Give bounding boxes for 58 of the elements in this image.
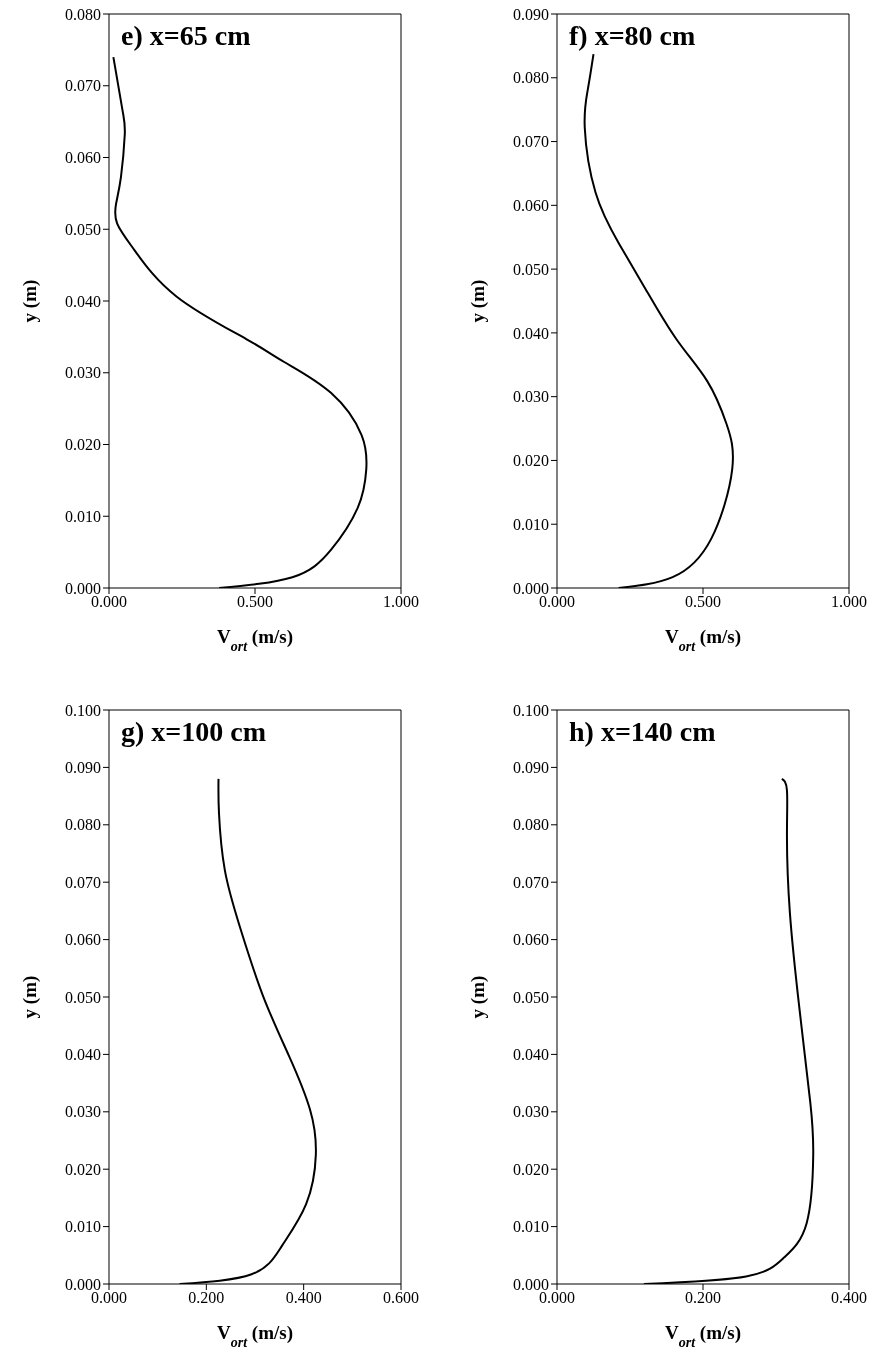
y-tick-label: 0.020 xyxy=(513,1160,549,1178)
x-tick-label: 0.400 xyxy=(285,1289,322,1307)
x-tick-label: 0.500 xyxy=(237,593,273,611)
y-tick-label: 0.040 xyxy=(513,324,549,342)
y-tick-label: 0.050 xyxy=(513,260,549,278)
y-tick-label: 0.050 xyxy=(65,220,101,238)
chart-title: f) x=80 cm xyxy=(569,20,696,52)
x-axis-title: V$_{ort}$ (m/s) xyxy=(217,1322,293,1350)
chart-title: h) x=140 cm xyxy=(569,716,716,748)
y-tick-label: 0.030 xyxy=(513,388,549,406)
y-tick-label: 0.070 xyxy=(513,873,549,891)
y-tick-label: 0.060 xyxy=(65,149,101,167)
y-tick-label: 0.010 xyxy=(65,507,101,525)
y-tick-label: 0.080 xyxy=(65,5,101,23)
y-tick-label: 0.090 xyxy=(513,5,549,23)
y-tick-label: 0.100 xyxy=(65,701,101,719)
x-axis-title: V$_{ort}$ (m/s) xyxy=(217,626,293,654)
y-tick-label: 0.080 xyxy=(65,816,101,834)
x-tick-label: 0.400 xyxy=(831,1289,867,1307)
y-tick-label: 0.030 xyxy=(513,1103,549,1121)
y-tick-label: 0.030 xyxy=(65,1103,101,1121)
y-tick-label: 0.050 xyxy=(513,988,549,1006)
y-tick-label: 0.040 xyxy=(65,292,101,310)
y-tick-label: 0.040 xyxy=(65,1046,101,1064)
y-axis-title: y (m) xyxy=(467,279,489,323)
y-tick-label: 0.090 xyxy=(513,759,549,777)
y-tick-label: 0.080 xyxy=(513,69,549,87)
y-tick-label: 0.060 xyxy=(513,931,549,949)
y-tick-label: 0.070 xyxy=(65,873,101,891)
y-tick-label: 0.080 xyxy=(513,816,549,834)
y-tick-label: 0.040 xyxy=(513,1046,549,1064)
y-tick-label: 0.050 xyxy=(65,988,101,1006)
x-tick-label: 0.500 xyxy=(685,593,721,611)
chart-title: e) x=65 cm xyxy=(121,20,251,52)
y-tick-label: 0.060 xyxy=(65,931,101,949)
x-tick-label: 1.000 xyxy=(831,593,867,611)
x-axis-title: V$_{ort}$ (m/s) xyxy=(665,1322,741,1350)
y-tick-label: 0.010 xyxy=(513,1218,549,1236)
y-tick-label: 0.070 xyxy=(65,77,101,95)
y-tick-label: 0.070 xyxy=(513,133,549,151)
y-tick-label: 0.030 xyxy=(65,364,101,382)
chart-title: g) x=100 cm xyxy=(121,716,267,748)
y-tick-label: 0.010 xyxy=(65,1218,101,1236)
x-tick-label: 0.200 xyxy=(685,1289,721,1307)
x-tick-label: 1.000 xyxy=(383,593,419,611)
y-tick-label: 0.100 xyxy=(513,701,549,719)
y-tick-label: 0.060 xyxy=(513,197,549,215)
y-tick-label: 0.010 xyxy=(513,515,549,533)
x-tick-label: 0.600 xyxy=(383,1289,419,1307)
y-axis-title: y (m) xyxy=(19,279,41,323)
x-axis-title: V$_{ort}$ (m/s) xyxy=(665,626,741,654)
y-axis-title: y (m) xyxy=(467,975,489,1019)
y-tick-label: 0.090 xyxy=(65,759,101,777)
y-tick-label: 0.020 xyxy=(65,436,101,454)
y-tick-label: 0.020 xyxy=(65,1160,101,1178)
y-axis-title: y (m) xyxy=(19,975,41,1019)
y-tick-label: 0.020 xyxy=(513,452,549,470)
x-tick-label: 0.200 xyxy=(188,1289,225,1307)
